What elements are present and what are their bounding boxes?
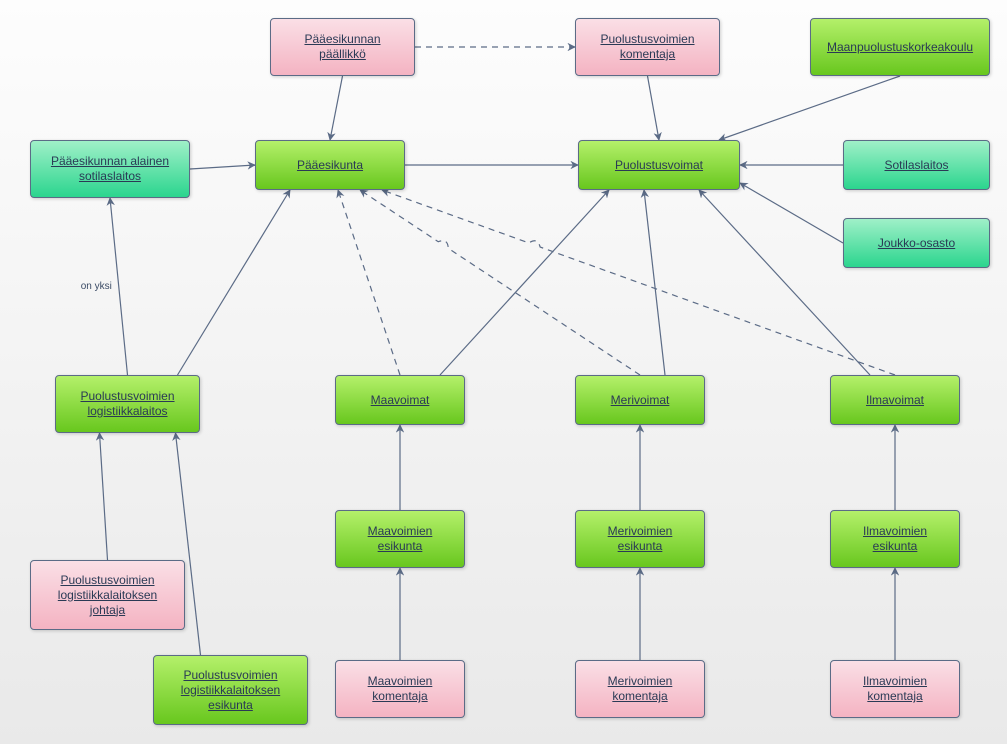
node-pv_komentaja[interactable]: Puolustusvoimienkomentaja <box>575 18 720 76</box>
edge-ilmavoimat-to-paaesikunta <box>382 190 895 375</box>
node-label: Ilmavoimienkomentaja <box>863 674 927 704</box>
node-label: Puolustusvoimienkomentaja <box>600 32 694 62</box>
node-merivoimat[interactable]: Merivoimat <box>575 375 705 425</box>
node-label: Pääesikunta <box>297 158 363 173</box>
node-label: Merivoimienesikunta <box>608 524 673 554</box>
edge-maavoimat-to-puolustusvoimat <box>440 190 609 375</box>
edge-joukko_osasto-to-puolustusvoimat <box>740 183 843 243</box>
node-maavoimien_esikunta[interactable]: Maavoimienesikunta <box>335 510 465 568</box>
edge-paaesikunta_alainen-to-paaesikunta <box>190 165 255 169</box>
node-maavoimat[interactable]: Maavoimat <box>335 375 465 425</box>
node-merivoimien_komentaja[interactable]: Merivoimienkomentaja <box>575 660 705 718</box>
node-label: Merivoimienkomentaja <box>608 674 673 704</box>
node-sotilaslaitos[interactable]: Sotilaslaitos <box>843 140 990 190</box>
node-ilmavoimien_esikunta[interactable]: Ilmavoimienesikunta <box>830 510 960 568</box>
node-mpkk[interactable]: Maanpuolustuskorkeakoulu <box>810 18 990 76</box>
edge-paaesikunnan_paallikko-to-paaesikunta <box>330 76 343 140</box>
node-puolustusvoimat[interactable]: Puolustusvoimat <box>578 140 740 190</box>
node-label: Puolustusvoimat <box>615 158 703 173</box>
node-ilmavoimien_komentaja[interactable]: Ilmavoimienkomentaja <box>830 660 960 718</box>
edge-maavoimat-to-paaesikunta <box>338 190 400 375</box>
edge-merivoimat-to-puolustusvoimat <box>644 190 665 375</box>
node-pv_logistiikkalaitos[interactable]: Puolustusvoimienlogistiikkalaitos <box>55 375 200 433</box>
node-label: Puolustusvoimienlogistiikkalaitoksenjoht… <box>58 573 157 618</box>
node-label: Maavoimienesikunta <box>368 524 433 554</box>
node-merivoimien_esikunta[interactable]: Merivoimienesikunta <box>575 510 705 568</box>
node-label: Puolustusvoimienlogistiikkalaitoksenesik… <box>181 668 280 713</box>
node-paaesikunta_alainen[interactable]: Pääesikunnan alainensotilaslaitos <box>30 140 190 198</box>
node-label: Merivoimat <box>611 393 670 408</box>
node-paaesikunnan_paallikko[interactable]: Pääesikunnanpäällikkö <box>270 18 415 76</box>
node-joukko_osasto[interactable]: Joukko-osasto <box>843 218 990 268</box>
edge-pv_log_johtaja-to-pv_logistiikkalaitos <box>100 433 108 560</box>
edge-mpkk-to-puolustusvoimat <box>719 76 900 140</box>
edges-layer <box>0 0 1007 744</box>
node-label: Sotilaslaitos <box>884 158 948 173</box>
node-label: Ilmavoimat <box>866 393 924 408</box>
edge-pv_komentaja-to-puolustusvoimat <box>648 76 660 140</box>
node-label: Maanpuolustuskorkeakoulu <box>827 40 973 55</box>
node-pv_log_esikunta[interactable]: Puolustusvoimienlogistiikkalaitoksenesik… <box>153 655 308 725</box>
node-label: Pääesikunnan alainensotilaslaitos <box>51 154 169 184</box>
node-maavoimien_komentaja[interactable]: Maavoimienkomentaja <box>335 660 465 718</box>
node-pv_log_johtaja[interactable]: Puolustusvoimienlogistiikkalaitoksenjoht… <box>30 560 185 630</box>
node-label: Maavoimat <box>371 393 430 408</box>
node-ilmavoimat[interactable]: Ilmavoimat <box>830 375 960 425</box>
edge-label: on yksi <box>81 281 112 292</box>
node-label: Maavoimienkomentaja <box>368 674 433 704</box>
node-label: Ilmavoimienesikunta <box>863 524 927 554</box>
edge-merivoimat-to-paaesikunta <box>360 190 640 375</box>
edge-pv_logistiikkalaitos-to-paaesikunta_alainen <box>110 198 128 375</box>
node-label: Joukko-osasto <box>878 236 955 251</box>
node-label: Puolustusvoimienlogistiikkalaitos <box>80 389 174 419</box>
diagram-canvas: { "diagram": { "type": "network", "backg… <box>0 0 1007 744</box>
edge-pv_logistiikkalaitos-to-paaesikunta <box>178 190 291 375</box>
node-paaesikunta[interactable]: Pääesikunta <box>255 140 405 190</box>
node-label: Pääesikunnanpäällikkö <box>304 32 380 62</box>
